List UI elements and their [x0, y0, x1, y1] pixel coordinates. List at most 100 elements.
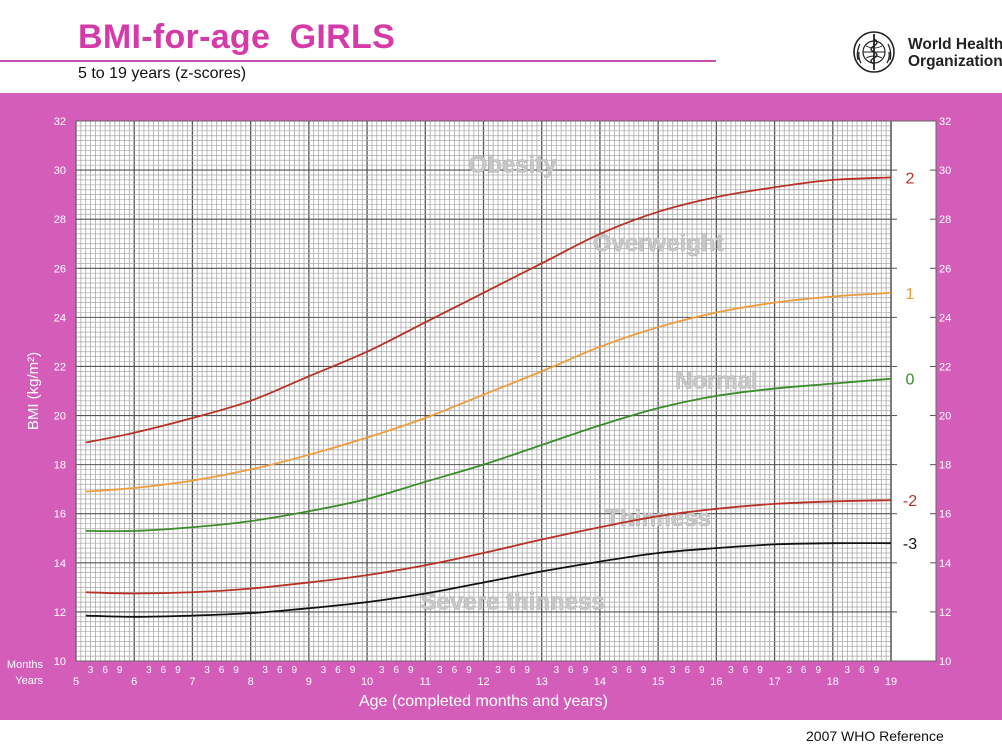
- region-label: Overweight: [593, 230, 724, 257]
- x-tick-label-year: 18: [827, 676, 839, 688]
- plot-border: [75, 120, 937, 662]
- x-tick-label-month: 6: [510, 665, 516, 676]
- x-tick-label-month: 9: [874, 665, 880, 676]
- y-tick-label-right: 20: [939, 411, 951, 423]
- x-tick-label-month: 6: [277, 665, 283, 676]
- x-tick-label-month: 3: [262, 665, 268, 676]
- months-row-label: Months: [7, 659, 44, 671]
- years-row-label: Years: [15, 675, 43, 687]
- y-tick-label-right: 10: [939, 656, 951, 668]
- series-line-z-3: [85, 542, 892, 618]
- x-tick-label-month: 3: [845, 665, 851, 676]
- y-tick-label-right: 32: [939, 116, 951, 128]
- y-tick-label-right: 14: [939, 558, 951, 570]
- x-tick-label-year: 11: [420, 676, 431, 688]
- y-tick-label-left: 10: [54, 656, 66, 668]
- series-line-z0: [85, 377, 892, 533]
- x-tick-label-year: 5: [73, 676, 79, 688]
- x-tick-label-month: 3: [379, 665, 385, 676]
- x-tick-label-month: 6: [859, 665, 865, 676]
- y-tick-label-right: 26: [939, 263, 951, 275]
- x-tick-label-month: 9: [408, 665, 414, 676]
- who-emblem-icon: [853, 31, 895, 73]
- x-tick-label-month: 9: [292, 665, 298, 676]
- x-tick-label-month: 6: [626, 665, 632, 676]
- y-tick-label-left: 12: [54, 607, 66, 619]
- x-tick-label-month: 6: [568, 665, 574, 676]
- x-tick-label-month: 3: [495, 665, 501, 676]
- who-name-line2: Organization: [908, 53, 1002, 70]
- x-tick-label-month: 6: [219, 665, 225, 676]
- y-tick-label-left: 24: [54, 312, 66, 324]
- x-tick-label-month: 6: [452, 665, 458, 676]
- y-tick-label-right: 24: [939, 312, 951, 324]
- x-tick-label-month: 9: [350, 665, 356, 676]
- x-tick-label-month: 6: [743, 665, 749, 676]
- y-tick-label-left: 18: [54, 460, 66, 472]
- x-tick-label-month: 9: [233, 665, 239, 676]
- reference-note: 2007 WHO Reference: [806, 728, 944, 744]
- z-score-curves: 2 1 0 -2 -3: [85, 170, 917, 618]
- y-tick-label-left: 22: [54, 361, 66, 373]
- y-tick-label-left: 20: [54, 411, 66, 423]
- series-line-z1: [85, 291, 892, 493]
- region-labels: Obesity Overweight Normal Thinness Severe th…: [420, 151, 758, 616]
- x-tick-label-year: 17: [768, 676, 780, 688]
- x-tick-label-month: 3: [204, 665, 210, 676]
- x-tick-label-month: 6: [335, 665, 341, 676]
- y-tick-label-right: 18: [939, 460, 951, 472]
- x-tick-label-month: 6: [801, 665, 807, 676]
- y-tick-label-right: 28: [939, 214, 951, 226]
- x-tick-label-month: 3: [437, 665, 443, 676]
- x-tick-label-year: 14: [594, 676, 606, 688]
- series-label-z-2: -2: [903, 493, 917, 510]
- region-label: Severe thinness: [421, 588, 605, 615]
- chart-subtitle: 5 to 19 years (z-scores): [78, 65, 247, 82]
- x-tick-label-month: 9: [583, 665, 589, 676]
- chart-panel: Obesity Overweight Normal Thinness Severe th…: [0, 93, 1002, 720]
- x-tick-label-month: 6: [684, 665, 690, 676]
- y-tick-label-right: 22: [939, 361, 951, 373]
- x-tick-label-month: 9: [699, 665, 705, 676]
- y-tick-label-left: 14: [54, 558, 66, 570]
- grid: [75, 120, 937, 662]
- series-line-z2: [85, 176, 892, 444]
- x-tick-label-month: 3: [146, 665, 152, 676]
- region-label: Normal: [675, 368, 758, 395]
- chart-title: BMI-for-age GIRLS: [78, 18, 396, 56]
- watermark: 大数跨境: [8, 726, 116, 747]
- x-axis-label: Age (completed months and years): [359, 693, 608, 710]
- x-tick-label-month: 6: [102, 665, 108, 676]
- x-tick-label-month: 9: [757, 665, 763, 676]
- y-tick-label-left: 32: [54, 116, 66, 128]
- series-label-z0: 0: [906, 372, 915, 389]
- x-tick-label-year: 7: [189, 676, 195, 688]
- who-name-line1: World Health: [908, 36, 1002, 53]
- who-logo: World Health Organization: [852, 30, 1002, 74]
- title-underline: [0, 60, 716, 62]
- x-tick-label-month: 9: [815, 665, 821, 676]
- y-axis-label: BMI (kg/m²): [25, 352, 42, 430]
- y-tick-label-left: 28: [54, 214, 66, 226]
- y-tick-label-left: 26: [54, 263, 66, 275]
- x-tick-label-month: 9: [466, 665, 472, 676]
- x-tick-label-year: 8: [248, 676, 254, 688]
- x-tick-label-month: 9: [117, 665, 123, 676]
- x-tick-label-year: 6: [131, 676, 137, 688]
- x-tick-label-year: 12: [477, 676, 489, 688]
- x-tick-label-year: 13: [536, 676, 548, 688]
- x-tick-label-month: 3: [612, 665, 618, 676]
- x-tick-label-month: 3: [553, 665, 559, 676]
- x-tick-label-month: 6: [393, 665, 399, 676]
- x-tick-label-month: 9: [524, 665, 530, 676]
- y-tick-label-right: 12: [939, 607, 951, 619]
- series-line-z-2: [85, 499, 892, 595]
- x-tick-label-month: 9: [641, 665, 647, 676]
- x-tick-label-year: 19: [885, 676, 897, 688]
- y-tick-label-right: 16: [939, 509, 951, 521]
- x-tick-label-month: 3: [670, 665, 676, 676]
- x-tick-label-month: 6: [161, 665, 167, 676]
- y-tick-label-right: 30: [939, 165, 951, 177]
- watermark-logo-icon: [8, 727, 42, 743]
